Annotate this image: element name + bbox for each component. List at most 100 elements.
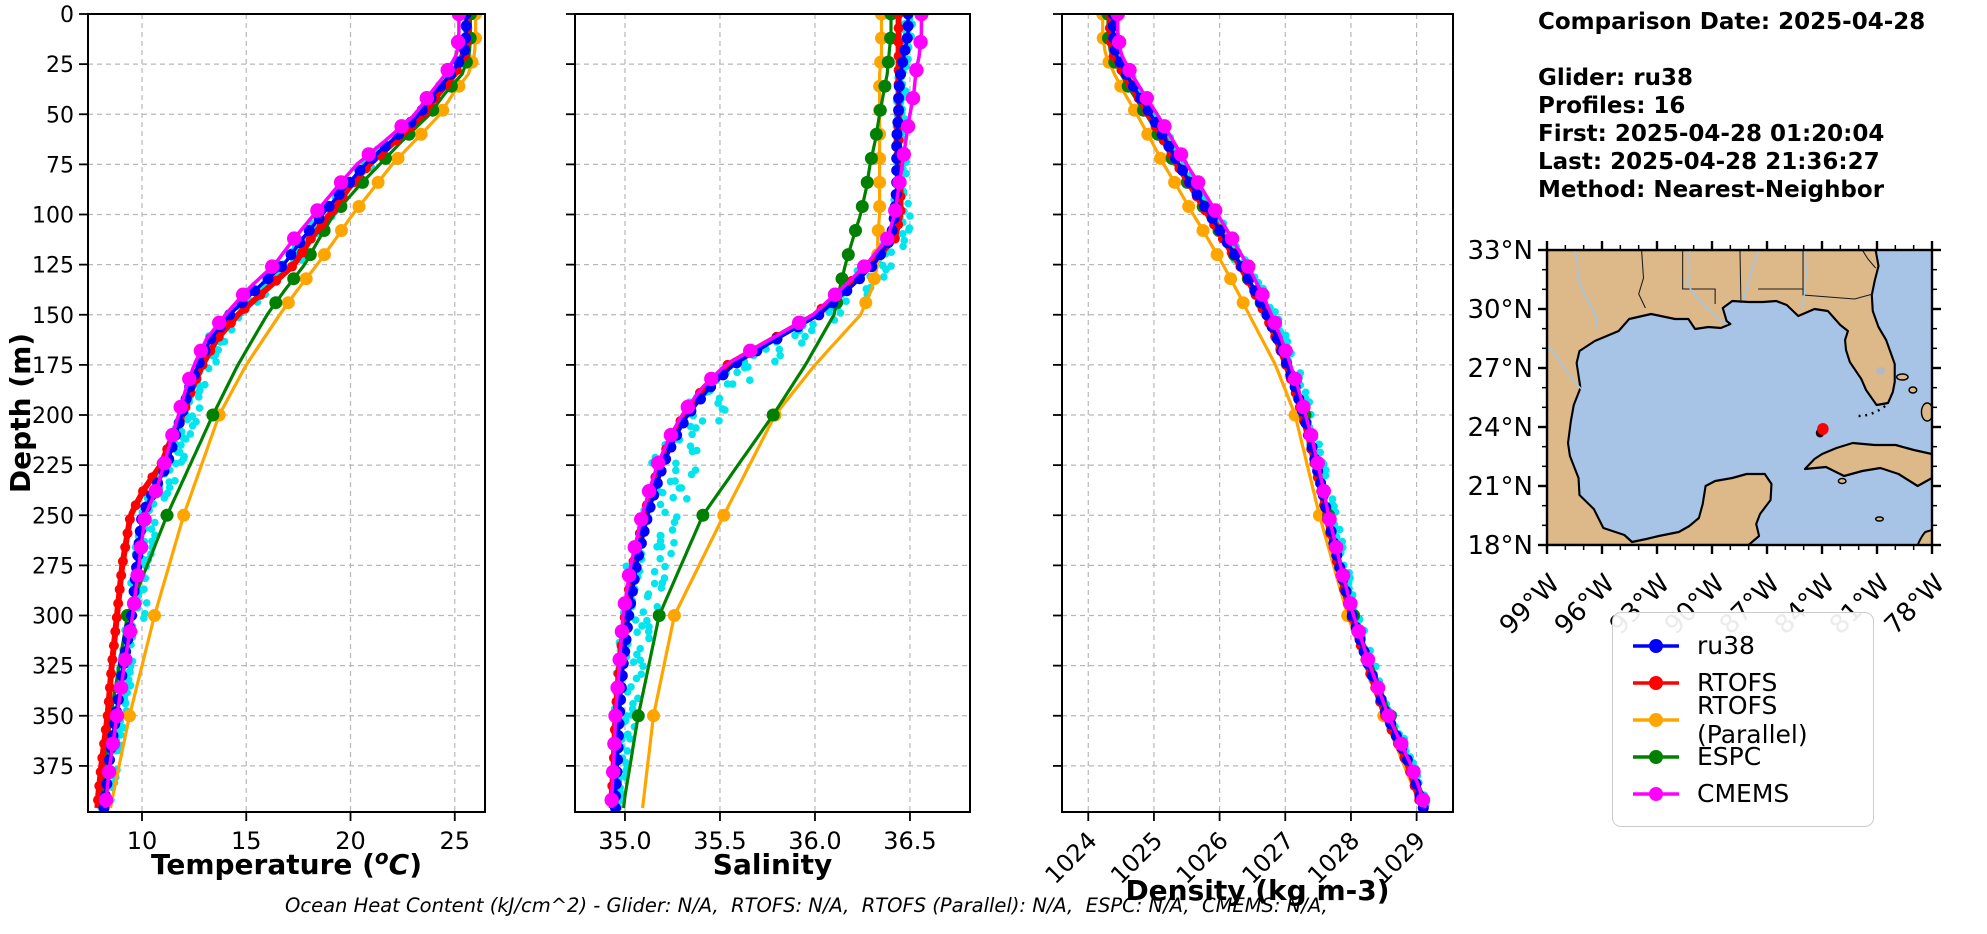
svg-text:300: 300 [32,605,74,630]
density-grid [1062,13,1453,812]
temperature-series-cmems [98,14,467,809]
svg-text:125: 125 [32,254,74,279]
legend-swatch-cmems [1633,786,1679,801]
density-y-ticks [1053,13,1062,767]
svg-text:325: 325 [32,655,74,680]
svg-text:36.0: 36.0 [788,827,841,855]
cuba-landmass [1803,441,1932,488]
svg-text:200: 200 [32,404,74,429]
map-ticks [1538,241,1941,554]
map-geography [1547,250,1932,545]
salinity-chart: 35.0 35.5 36.0 36.5 Salinity [566,13,971,881]
svg-text:250: 250 [32,504,74,529]
info-line-3: Profiles: 16 [1538,93,1686,119]
svg-text:10: 10 [127,827,158,855]
legend-swatch-ru38 [1633,638,1679,653]
legend-label: RTOFS (Parallel) [1697,690,1808,749]
salinity-x-ticks: 35.0 35.5 36.0 36.5 [598,812,937,855]
density-series-cmems [1110,14,1431,809]
temperature-axis-label: Temperature (oC) [151,845,422,881]
map-lat-label: 33°N [1467,236,1533,266]
cayman-island [1874,516,1884,522]
svg-text:35.0: 35.0 [598,827,651,855]
gulf-of-mexico-map: 33°N30°N27°N24°N21°N18°N99°W96°W93°W90°W… [1467,236,1950,641]
map-lon-label: 78°W [1879,569,1951,641]
svg-text:25: 25 [439,827,470,855]
svg-text:35.5: 35.5 [693,827,746,855]
chart-legend: ru38 RTOFS RTOFS (Parallel) ESPC CMEMS [1612,612,1874,827]
map-lat-label: 24°N [1467,413,1533,443]
info-line-5: Last: 2025-04-28 21:36:27 [1538,149,1880,175]
legend-swatch-rtofs [1633,675,1679,690]
rivers [1547,250,1807,390]
legend-label: ru38 [1697,631,1755,660]
svg-text:1024: 1024 [1040,826,1103,889]
legend-swatch-rtofs-parallel- [1633,712,1679,727]
info-line-4: First: 2025-04-28 01:20:04 [1538,121,1885,147]
temperature-x-ticks: 10 15 20 25 [127,812,470,855]
svg-text:275: 275 [32,554,74,579]
legend-item-cmems: CMEMS [1631,775,1855,812]
svg-text:20: 20 [335,827,366,855]
legend-item-rtofs-parallel-: RTOFS (Parallel) [1631,691,1855,749]
map-lat-label: 18°N [1467,531,1533,561]
north-america-landmass [1547,250,1896,545]
svg-text:225: 225 [32,454,74,479]
ocean-heat-content-caption: Ocean Heat Content (kJ/cm^2) - Glider: N… [285,894,1328,917]
svg-text:350: 350 [32,705,74,730]
salinity-series-rtofs-parallel- [640,14,888,809]
comparison-info-panel: Comparison Date: 2025-04-28 Glider: ru38 P… [1538,8,1925,204]
legend-swatch-espc [1633,749,1679,764]
salinity-glider-scatter [609,14,916,812]
legend-label: RTOFS [1697,668,1778,697]
legend-label: ESPC [1697,742,1762,771]
map-lat-label: 27°N [1467,354,1533,384]
info-line-1 [1538,36,1925,64]
info-line-6: Method: Nearest-Neighbor [1538,177,1885,203]
svg-text:0: 0 [60,3,74,28]
bahamas-island [1908,386,1918,394]
legend-label: CMEMS [1697,779,1790,808]
svg-text:100: 100 [32,204,74,229]
map-lon-label: 96°W [1549,569,1621,641]
svg-text:50: 50 [46,103,74,128]
svg-text:25: 25 [46,53,74,78]
salinity-axis-label: Salinity [713,848,832,881]
salinity-axes-frame [574,13,971,813]
info-line-2: Glider: ru38 [1538,65,1693,91]
svg-text:150: 150 [32,304,74,329]
svg-text:175: 175 [32,354,74,379]
temperature-y-ticks: 0 25 50 75 100 125 150 175 200 225 250 275 300 325 350… [32,3,88,780]
bahamas-island [1895,373,1909,381]
svg-text:15: 15 [231,827,262,855]
salinity-series-espc [621,14,898,809]
andros-island [1920,402,1932,422]
svg-text:75: 75 [46,153,74,178]
density-axis-label: Density (kg m-3) [1125,874,1389,907]
state-borders [1638,250,1877,309]
temperature-series-espc [99,14,477,809]
temperature-axes-frame [87,13,486,813]
lake-okeechobee [1875,367,1886,375]
map-border [1545,248,1934,547]
florida-keys [1858,404,1886,418]
map-lat-label: 21°N [1467,472,1533,502]
legend-item-rtofs: RTOFS [1631,664,1855,701]
info-line-0: Comparison Date: 2025-04-28 [1538,9,1926,35]
salinity-series-cmems [604,14,929,808]
salinity-y-ticks [566,13,575,767]
map-lat-label: 30°N [1467,295,1533,325]
temperature-series-rtofs-parallel- [108,14,483,809]
legend-item-espc: ESPC [1631,738,1855,775]
salinity-series-rtofs [606,14,906,808]
svg-text:375: 375 [32,755,74,780]
isla-juventud [1837,477,1847,485]
svg-text:36.5: 36.5 [883,827,936,855]
jamaica-corner [1916,528,1932,545]
glider-location-marker [1817,422,1829,435]
depth-axis-label: Depth (m) [4,333,37,493]
density-axes-frame [1061,13,1454,813]
